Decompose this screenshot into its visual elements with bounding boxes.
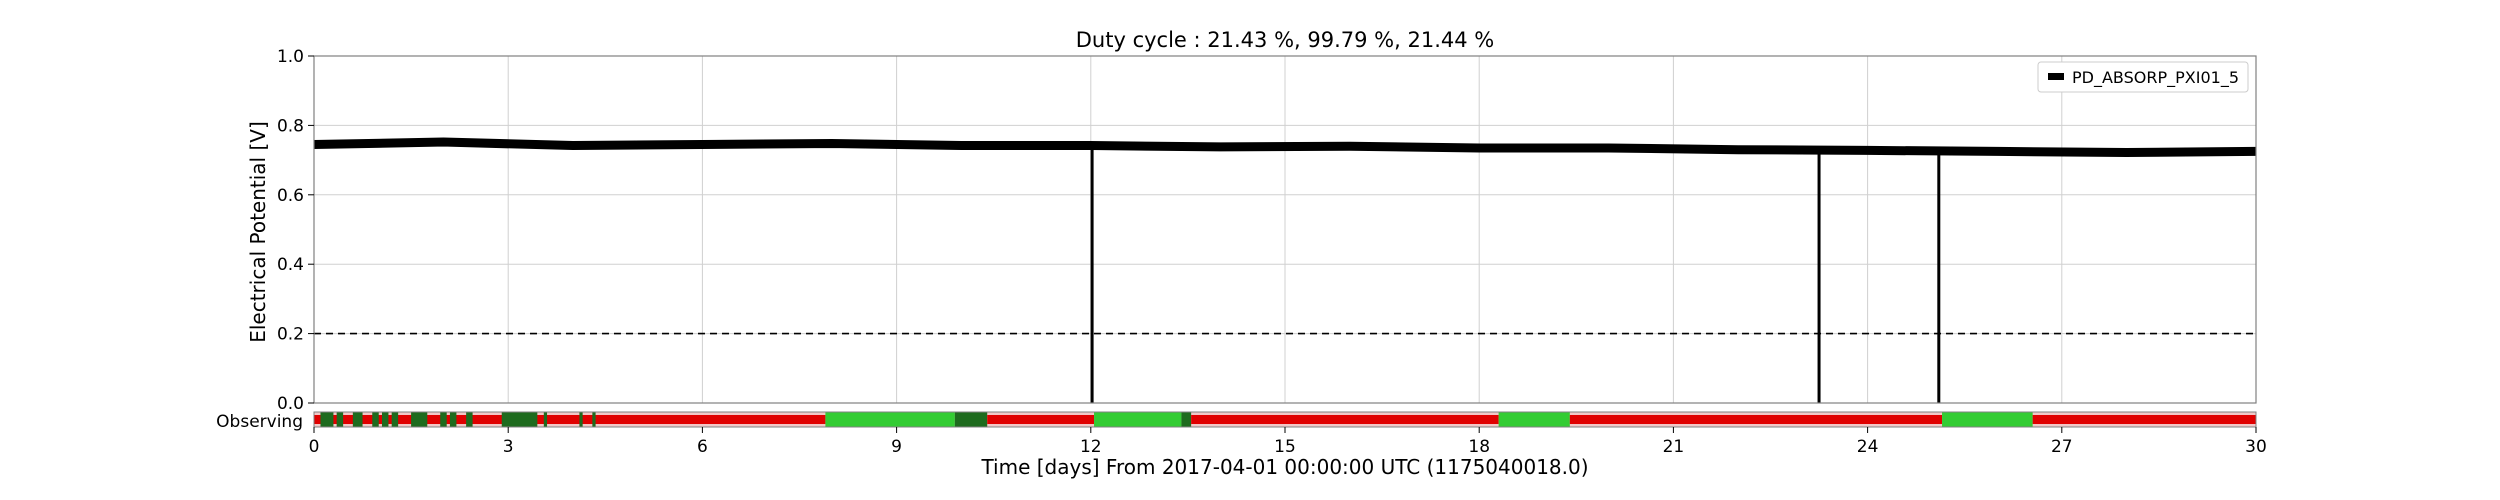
gridlines	[313, 55, 2257, 404]
legend: PD_ABSORP_PXI01_5	[2037, 61, 2249, 93]
state-segment-red	[1191, 415, 1499, 424]
state-bar-label: Observing	[216, 412, 303, 432]
y-tick-label: 0.2	[277, 325, 304, 345]
state-segment-red	[314, 415, 826, 424]
x-tick-label: 27	[2051, 437, 2073, 457]
x-tick-label: 15	[1274, 437, 1296, 457]
state-segment-darkgreen	[543, 412, 548, 427]
x-tick-label: 0	[309, 437, 320, 457]
state-segment-darkgreen	[579, 412, 583, 427]
state-segment-darkgreen	[592, 412, 596, 427]
x-tick-label: 3	[503, 437, 514, 457]
state-segment-darkgreen	[320, 412, 334, 427]
state-segment-darkgreen	[954, 412, 988, 427]
state-segment-darkgreen	[352, 412, 363, 427]
state-segment-green	[825, 412, 955, 427]
x-tick-label: 30	[2245, 437, 2267, 457]
state-bar	[313, 411, 2257, 428]
y-tick-label: 0.6	[277, 186, 304, 206]
state-segment-darkgreen	[466, 412, 473, 427]
y-axis-label: Electrical Potential [V]	[246, 121, 270, 343]
series-group	[313, 137, 2257, 403]
legend-box	[2037, 61, 2249, 93]
x-tick-label: 9	[891, 437, 902, 457]
state-segment-darkgreen	[372, 412, 379, 427]
state-segment-green	[1094, 412, 1182, 427]
x-tick-label: 18	[1468, 437, 1490, 457]
state-segment-darkgreen	[449, 412, 457, 427]
y-tick-label: 0.0	[277, 394, 304, 414]
state-segment-red	[987, 415, 1095, 424]
y-tick-label: 1.0	[277, 47, 304, 67]
legend-entry: PD_ABSORP_PXI01_5	[2072, 68, 2239, 88]
state-segment-darkgreen	[381, 412, 389, 427]
state-segment-green	[1942, 412, 2033, 427]
y-ticks: 0.0 0.2 0.4 0.6 0.8 1.0	[277, 47, 314, 414]
y-tick-label: 0.4	[277, 255, 304, 275]
state-segment-darkgreen	[336, 412, 344, 427]
x-ticks: 0 3 6 9 12 15 18 21 24 27 30	[309, 427, 2267, 457]
state-segment-darkgreen	[411, 412, 428, 427]
y-tick-label: 0.8	[277, 116, 304, 136]
series-line	[313, 137, 2257, 157]
state-segment-darkgreen	[501, 412, 538, 427]
state-segment-darkgreen	[391, 412, 399, 427]
state-segment-green	[1498, 412, 1570, 427]
x-tick-label: 21	[1663, 437, 1685, 457]
x-tick-label: 6	[697, 437, 708, 457]
legend-swatch	[2048, 73, 2064, 80]
state-segment-red	[1569, 415, 1943, 424]
plot-frame	[313, 55, 2257, 404]
x-axis-label: Time [days] From 2017-04-01 00:00:00 UTC…	[980, 455, 1588, 479]
x-tick-label: 12	[1080, 437, 1102, 457]
state-segment-darkgreen	[1181, 412, 1192, 427]
state-segment-red	[2032, 415, 2256, 424]
state-segment-darkgreen	[440, 412, 447, 427]
x-tick-label: 24	[1857, 437, 1879, 457]
chart-title: Duty cycle : 21.43 %, 99.79 %, 21.44 %	[1076, 28, 1494, 52]
